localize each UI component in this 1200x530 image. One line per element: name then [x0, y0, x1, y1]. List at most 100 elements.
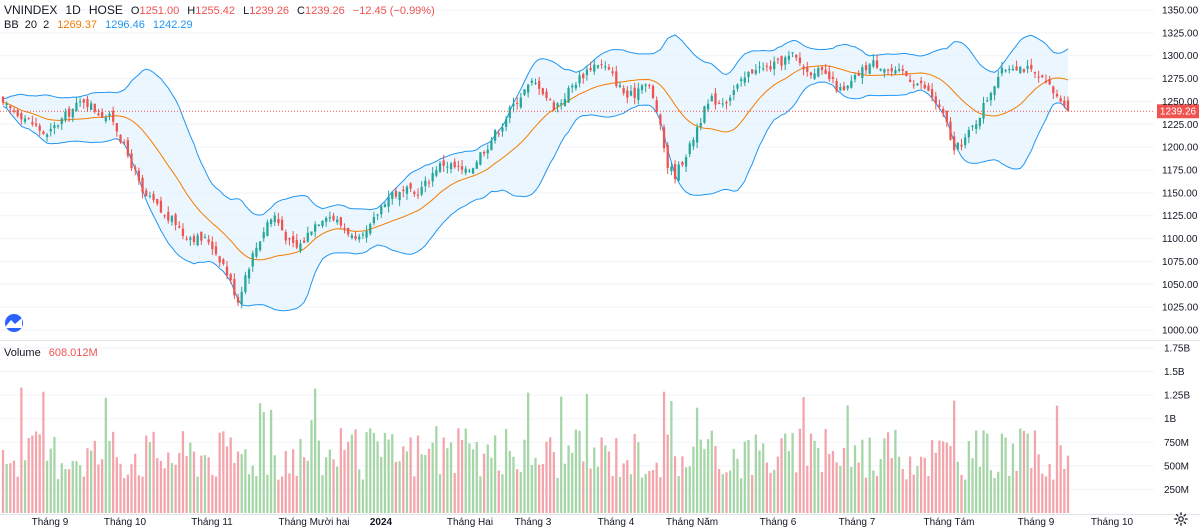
volume-bar [986, 433, 989, 513]
volume-bar [743, 441, 746, 513]
volume-bar [842, 447, 846, 513]
settings-gear-icon[interactable] [1174, 512, 1188, 526]
volume-bar [1048, 463, 1051, 513]
candle-body [552, 102, 556, 110]
candle-body [82, 99, 85, 103]
volume-bar [949, 446, 952, 513]
candle-body [751, 69, 754, 74]
volume-bar [192, 451, 196, 513]
candle-body [229, 274, 232, 281]
candle-body [493, 130, 497, 141]
candle-body [512, 103, 515, 107]
volume-bar [864, 477, 868, 513]
candle-body [358, 236, 361, 240]
volume-bar [512, 456, 515, 513]
candle-body [504, 119, 508, 127]
candle-body [126, 140, 130, 156]
volume-bar [912, 474, 915, 513]
bb-lower-value: 1242.29 [152, 19, 193, 31]
volume-bar [784, 433, 787, 513]
candle-body [141, 177, 144, 193]
volume-bar [941, 441, 945, 513]
symbol-label[interactable]: VNINDEX [4, 3, 58, 17]
volume-bar [189, 442, 192, 513]
volume-bar [12, 460, 16, 513]
price-axis-tick-label: 1125.00 [1162, 211, 1198, 222]
volume-bar [251, 465, 254, 513]
volume-bar [156, 458, 159, 513]
candle-body [556, 103, 559, 107]
candle-body [402, 189, 405, 192]
volume-bar [578, 430, 581, 513]
candle-body [648, 84, 651, 86]
candle-body [861, 67, 864, 78]
candle-body [501, 127, 504, 132]
candle-body [299, 243, 302, 252]
candle-body [156, 198, 159, 204]
volume-bar [148, 441, 152, 513]
candle-body [413, 191, 416, 195]
candle-body [629, 91, 633, 96]
volume-bar [372, 432, 376, 513]
candle-body [699, 123, 702, 127]
volume-bar [501, 474, 504, 513]
candle-body [633, 87, 636, 99]
candle-body [908, 79, 912, 82]
volume-bar [38, 434, 41, 513]
candle-body [446, 166, 449, 168]
volume-bar [798, 428, 802, 513]
volume-bar [409, 437, 412, 513]
candle-body [262, 232, 265, 239]
candle-body [842, 86, 846, 91]
candle-body [67, 108, 71, 117]
candle-body [391, 192, 394, 200]
volume-bar [365, 432, 368, 513]
volume-bar [596, 466, 600, 513]
volume-bar [490, 457, 493, 513]
candle-body [802, 66, 805, 70]
candle-body [86, 99, 89, 108]
price-axis-tick-label: 1300.00 [1162, 51, 1199, 62]
volume-bar [391, 434, 394, 513]
volume-bar [416, 435, 420, 513]
volume-bar [688, 466, 691, 513]
candle-body [982, 103, 985, 119]
volume-bar [1059, 445, 1062, 513]
candle-body [266, 222, 269, 236]
candle-body [534, 82, 537, 85]
volume-bar [475, 442, 478, 513]
volume-bar [5, 463, 8, 513]
candle-body [244, 275, 247, 293]
candle-body [203, 237, 207, 239]
volume-bar [240, 454, 243, 513]
volume-bar [651, 470, 655, 513]
volume-bar [560, 396, 563, 513]
candle-body [596, 65, 600, 68]
volume-bar [1026, 433, 1029, 513]
volume-bar [67, 469, 71, 513]
interval-label[interactable]: 1D [65, 3, 81, 17]
tradingview-logo-icon[interactable] [2, 314, 26, 332]
volume-bar [229, 437, 232, 513]
volume-bar [464, 428, 467, 513]
volume-bar [754, 434, 757, 513]
volume-legend[interactable]: Volume 608.012M [4, 346, 103, 360]
low-value: 1239.26 [249, 5, 289, 17]
volume-bar [339, 428, 343, 513]
high-label: H [187, 5, 196, 17]
bb-upper-line [2, 34, 1069, 216]
candle-body [743, 77, 746, 83]
bb-legend[interactable]: BB 20 2 1269.37 1296.46 1242.29 [4, 18, 198, 32]
candle-body [839, 86, 842, 91]
volume-bar [163, 468, 166, 513]
candle-body [930, 89, 934, 98]
volume-bar [787, 451, 791, 513]
volume-bar [56, 479, 60, 513]
volume-axis-tick-label: 1.5B [1164, 367, 1185, 378]
candle-body [986, 100, 989, 102]
candle-body [387, 196, 390, 207]
time-axis-tick-label: Tháng 3 [515, 517, 552, 528]
candle-body [394, 190, 398, 197]
